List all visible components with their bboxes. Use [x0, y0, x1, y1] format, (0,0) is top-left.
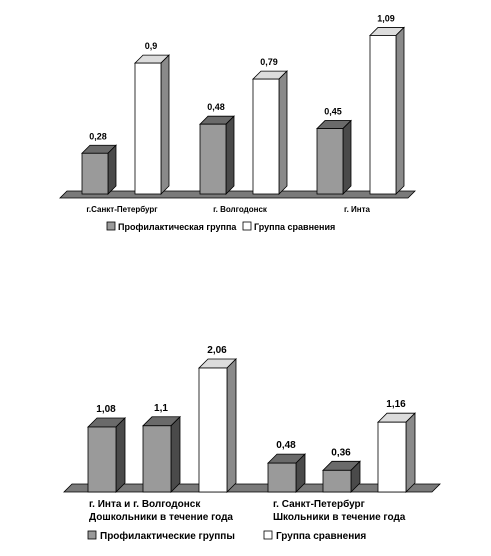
- chart2-bar-3: [267, 453, 306, 493]
- chart1-category-label: г. Инта: [344, 205, 370, 214]
- chart1-bar-2-0-front: [316, 128, 344, 195]
- chart1-category-label: г. Волгодонск: [213, 205, 268, 214]
- chart2-bar-0-side: [115, 417, 126, 493]
- chart2-group-label-line2: Дошкольники в течение года: [89, 512, 233, 523]
- chart1-bar-1-1-front: [252, 78, 280, 195]
- chart2-bar-3-front: [267, 462, 297, 493]
- chart1-legend-label: Профилактическая группа: [118, 222, 237, 232]
- chart1-category-label: г.Санкт-Петербург: [86, 205, 158, 214]
- chart1-value-label: 0,45: [324, 107, 342, 117]
- chart2-bar-5-side: [405, 412, 416, 493]
- chart2-group-label-line2: Школьники в течение года: [273, 512, 406, 523]
- chart2-value-label: 1,1: [154, 403, 168, 414]
- chart1-legend-swatch-0: [106, 221, 116, 231]
- chart1-bar-0-1-side: [160, 54, 170, 195]
- chart2-value-label: 0,36: [331, 447, 351, 458]
- chart1-bar-1-0: [199, 115, 235, 195]
- chart2-bar-0: [87, 417, 126, 493]
- chart2-bar-5-front: [377, 421, 407, 493]
- chart1-floor: [59, 190, 416, 199]
- chart1-bar-2-1-front: [369, 35, 397, 195]
- chart2-group-label-line1: г. Инта и г. Волгодонск: [89, 499, 201, 510]
- chart1-bar-1-0-side: [225, 115, 235, 195]
- chart2-legend-swatch-0: [87, 530, 97, 540]
- chart2-bar-1-side: [170, 415, 181, 493]
- chart1-bar-2-0-side: [342, 119, 352, 195]
- chart1-bar-0-0-front: [81, 152, 109, 195]
- chart2-bar-2-side: [226, 358, 237, 493]
- chart2-bar-1-front: [142, 425, 172, 493]
- chart2-legend-label: Группа сравнения: [276, 531, 366, 542]
- chart1-value-label: 0,9: [145, 41, 158, 51]
- chart2-legend-label: Профилактические группы: [100, 530, 235, 542]
- chart2-value-label: 1,16: [386, 399, 406, 410]
- chart2-group-label-line1: г. Санкт-Петербург: [273, 498, 365, 510]
- chart1-value-label: 0,28: [89, 131, 107, 141]
- chart1-bar-2-1: [369, 26, 405, 195]
- chart1-bar-0-0-side: [107, 144, 117, 195]
- chart2-bar-2-front: [198, 367, 228, 493]
- chart1-bar-1-1: [252, 70, 288, 195]
- chart2-legend-swatch-1: [263, 530, 273, 540]
- chart2-value-label: 1,08: [96, 404, 116, 415]
- chart2-bar-1: [142, 415, 181, 493]
- chart1-legend-label: Группа сравнения: [254, 222, 335, 232]
- chart2-value-label: 2,06: [207, 345, 227, 356]
- chart1-legend-swatch-1: [242, 221, 252, 231]
- chart2-bar-4: [322, 460, 361, 493]
- chart2-bar-2: [198, 358, 237, 493]
- chart2-value-label: 0,48: [276, 440, 296, 451]
- chart1-bar-2-0: [316, 119, 352, 195]
- chart1-bar-1-0-front: [199, 123, 227, 195]
- chart2-bar-0-front: [87, 426, 117, 493]
- chart1-bar-2-1-side: [395, 26, 405, 195]
- chart1-bar-1-1-side: [278, 70, 288, 195]
- chart1-value-label: 1,09: [377, 13, 395, 23]
- chart1-bar-0-1-front: [134, 62, 162, 195]
- chart2-bar-5: [377, 412, 416, 493]
- chart1-bar-0-1: [134, 54, 170, 195]
- chart2-bar-4-front: [322, 469, 352, 493]
- chart1-bar-0-0: [81, 144, 117, 195]
- chart1-value-label: 0,79: [260, 57, 278, 67]
- chart1-value-label: 0,48: [207, 102, 225, 112]
